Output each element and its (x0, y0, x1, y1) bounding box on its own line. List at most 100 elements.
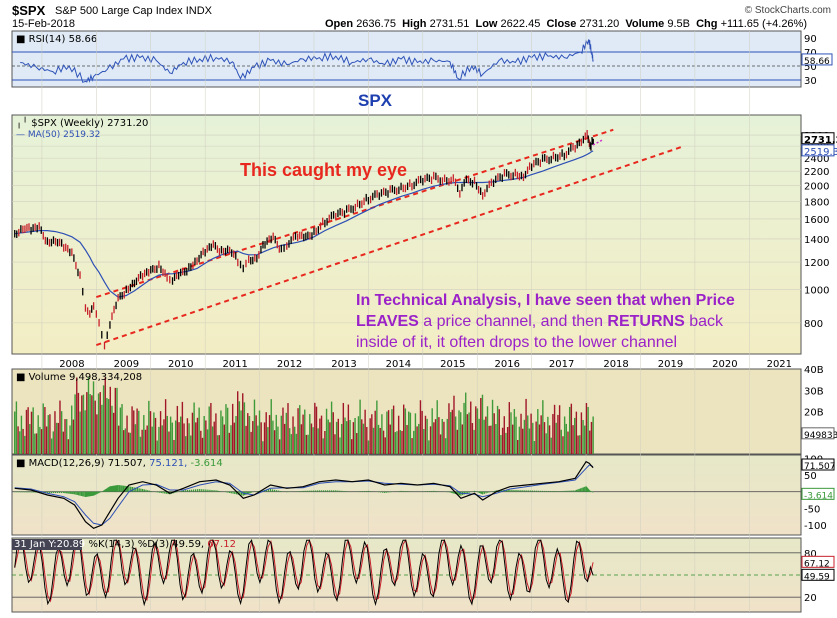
year-tick-label: 2012 (277, 359, 302, 370)
year-tick-label: 2016 (495, 359, 520, 370)
ta-returns: RETURNS (607, 313, 685, 330)
year-tick-label: 2014 (386, 359, 411, 370)
price-tick-label: 1000 (804, 285, 829, 296)
stoch-d-last-box (801, 555, 835, 568)
price-tick-label: 1200 (804, 258, 829, 269)
year-tick-label: 2019 (658, 359, 683, 370)
stoch-hover-label: 31 Jan Y:20.89 (14, 539, 88, 550)
ta-line-1: In Technical Analysis, I have seen that … (356, 292, 735, 309)
volume-tick-label: 30B (804, 386, 824, 397)
stoch-d-last-value: 67.12 (804, 559, 830, 569)
rsi-last-value: 58.66 (804, 57, 830, 67)
stoch-k-last-value: 49.59 (804, 572, 830, 582)
macd-hist-last-box (801, 487, 835, 500)
price-last-value: 2731.2 (804, 135, 837, 146)
rsi-tick-label: 90 (804, 34, 817, 45)
year-tick-label: 2020 (712, 359, 737, 370)
close-value: 2731.20 (579, 18, 620, 30)
close-label: Close (546, 18, 577, 30)
price-title: ╷╵ $SPX (Weekly) 2731.20 (16, 116, 148, 129)
rsi-last-box (801, 53, 833, 66)
macd-signal-value: 75.121, (149, 458, 190, 469)
macd-title: ■ MACD(12,26,9) 71.507, 75.121, -3.614 (16, 458, 223, 469)
price-tick-label: 1600 (804, 215, 829, 226)
low-label: Low (475, 18, 498, 30)
year-tick-label: 2011 (222, 359, 247, 370)
volume-title: ■ Volume 9,498,334,208 (16, 372, 142, 383)
year-tick-label: 2021 (767, 359, 792, 370)
macd-last-value: 71.507 (804, 462, 836, 472)
rsi-line (20, 39, 594, 83)
price-tick-label: 2000 (804, 181, 829, 192)
price-tick-label: 1800 (804, 197, 829, 208)
price-tick-label: 2200 (804, 167, 829, 178)
quote-summary: Open 2636.75 High 2731.51 Low 2622.45 Cl… (325, 18, 807, 30)
rsi-tick-label: 30 (804, 76, 817, 87)
volume-last-box (801, 427, 835, 440)
quote-date: 15-Feb-2018 (12, 18, 75, 30)
price-tick-label: 2400 (804, 154, 829, 165)
year-tick-label: 2017 (549, 359, 574, 370)
caught-my-eye-annotation: This caught my eye (240, 160, 408, 180)
rsi-pane (11, 30, 802, 88)
ta-line-3: inside of it, it often drops to the lowe… (356, 334, 678, 351)
macd-hist-value: -3.614 (190, 458, 222, 469)
ma-last-value: 2519.3 (804, 147, 837, 158)
volume-label: Volume (625, 18, 665, 30)
volume-last-value: 949833 (804, 431, 837, 441)
exchange-label: INDX (185, 5, 212, 17)
macd-last-box (801, 458, 835, 471)
stoch-d-line (14, 538, 594, 603)
rsi-tick-label: 50 (804, 62, 817, 73)
ta-line-2b: a price channel, and then (418, 313, 608, 330)
spx-annotation: SPX (358, 91, 393, 110)
year-tick-label: 2018 (603, 359, 628, 370)
year-tick-label: 2015 (440, 359, 465, 370)
price-last-box (801, 132, 835, 145)
volume-tick-label: 40B (804, 365, 824, 376)
year-tick-label: 2010 (168, 359, 193, 370)
macd-label: ■ MACD(12,26,9) 71.507, (16, 458, 149, 469)
ta-line-2d: back (684, 313, 723, 330)
stoch-tick-label: 80 (804, 549, 817, 560)
macd-pane (11, 454, 802, 536)
ma-last-box (801, 144, 835, 157)
macd-tick-label: -50 (804, 504, 820, 515)
stoch-k-last-box (801, 568, 835, 581)
index-name: S&P 500 Large Cap Index (55, 5, 183, 17)
projection-line (592, 138, 604, 146)
stoch-tick-label: 20 (804, 593, 817, 604)
macd-hist-last-value: -3.614 (804, 491, 833, 501)
open-value: 2636.75 (356, 18, 396, 30)
ma-title: — MA(50) 2519.32 (16, 130, 100, 140)
high-label: High (402, 18, 427, 30)
year-tick-label: 2009 (114, 359, 139, 370)
year-tick-label: 2013 (331, 359, 356, 370)
technical-analysis-annotation: In Technical Analysis, I have seen that … (356, 290, 796, 353)
stoch-title: 31 Jan Y:20.89 %K(14,3) %D(3) 49.59, 67.… (14, 539, 236, 550)
stoch-k-line (14, 538, 594, 607)
chg-label: Chg (696, 18, 718, 30)
price-tick-label: 800 (804, 319, 823, 330)
price-pane (11, 114, 802, 355)
chg-value: +111.65 (+4.26%) (720, 18, 807, 30)
price-tick-label: 1400 (804, 235, 829, 246)
rsi-title: ■ RSI(14) 58.66 (16, 34, 97, 45)
ticker-description: S&P 500 Large Cap Index INDX (55, 5, 212, 17)
volume-tick-label: 20B (804, 408, 824, 419)
macd-tick-label: -100 (804, 521, 827, 532)
stoch-label: %K(14,3) %D(3) 49.59, (88, 539, 207, 550)
high-value: 2731.51 (429, 18, 470, 30)
channel-lower-line (96, 145, 685, 346)
low-value: 2622.45 (500, 18, 541, 30)
stoch-d-value: 67.12 (207, 539, 236, 550)
open-label: Open (325, 18, 354, 30)
macd-tick-label: 50 (804, 471, 817, 482)
volume-value: 9.5B (667, 18, 690, 30)
macd-line (14, 460, 594, 529)
ta-leaves: LEAVES (356, 313, 419, 330)
stoch-hover-pill (12, 539, 82, 550)
ticker-symbol: $SPX (12, 3, 46, 18)
stockcharts-credit: © StockCharts.com (744, 5, 831, 16)
